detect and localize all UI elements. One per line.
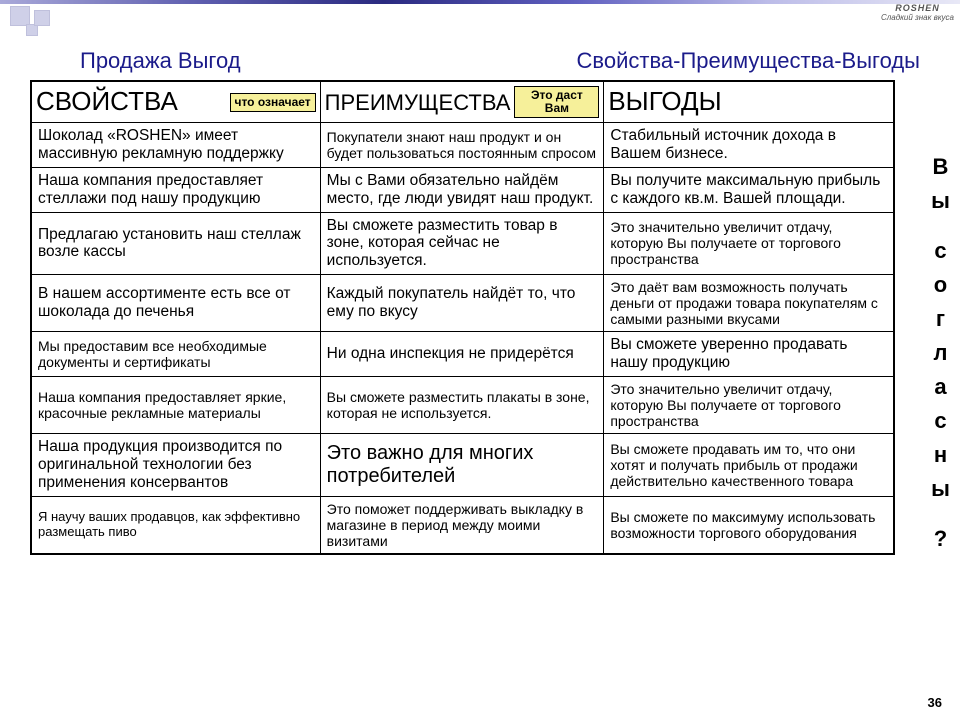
cell-c2: Это поможет поддерживать выкладку в мага… <box>321 497 605 553</box>
side-char: г <box>923 302 958 336</box>
side-char: В <box>923 150 958 184</box>
cell-c2: Вы сможете разместить товар в зоне, кото… <box>321 213 605 274</box>
col2-title: ПРЕИМУЩЕСТВА <box>325 90 511 115</box>
cell-c1: Наша компания предоставляет стеллажи под… <box>32 168 321 212</box>
table-row: Наша продукция производится по оригиналь… <box>32 433 893 495</box>
cell-c1: Я научу ваших продавцов, как эффективно … <box>32 497 321 553</box>
side-char <box>923 506 958 521</box>
cell-c3: Это значительно увеличит отдачу, которую… <box>604 213 893 274</box>
col-header-properties: СВОЙСТВА что означает <box>32 82 321 122</box>
side-char: о <box>923 268 958 302</box>
cell-c1: Мы предоставим все необходимые документы… <box>32 332 321 376</box>
cell-c3: Это значительно увеличит отдачу, которую… <box>604 377 893 433</box>
cell-c1: Предлагаю установить наш стеллаж возле к… <box>32 213 321 274</box>
brand-logo: ROSHEN Сладкий знак вкуса <box>881 4 954 23</box>
cell-c2: Покупатели знают наш продукт и он будет … <box>321 123 605 167</box>
cell-c2: Это важно для многих потребителей <box>321 434 605 495</box>
col3-title: ВЫГОДЫ <box>608 87 889 117</box>
cell-c2: Мы с Вами обязательно найдём место, где … <box>321 168 605 212</box>
side-char: с <box>923 234 958 268</box>
table-row: Мы предоставим все необходимые документы… <box>32 331 893 376</box>
side-char: с <box>923 404 958 438</box>
cell-c1: Наша продукция производится по оригиналь… <box>32 434 321 495</box>
cell-c2: Каждый покупатель найдёт то, что ему по … <box>321 275 605 331</box>
cell-c2: Вы сможете разместить плакаты в зоне, ко… <box>321 377 605 433</box>
side-char: а <box>923 370 958 404</box>
table-row: Наша компания предоставляет яркие, красо… <box>32 376 893 433</box>
deco-square <box>10 6 30 26</box>
table-row: Я научу ваших продавцов, как эффективно … <box>32 496 893 553</box>
cell-c3: Стабильный источник дохода в Вашем бизне… <box>604 123 893 167</box>
side-char: л <box>923 336 958 370</box>
side-question: Вы согласны ? <box>923 150 958 556</box>
col-header-advantages: ПРЕИМУЩЕСТВА Это даст Вам <box>321 82 605 122</box>
col1-title: СВОЙСТВА <box>36 87 178 117</box>
table-row: В нашем ассортименте есть все от шоколад… <box>32 274 893 331</box>
side-char <box>923 218 958 233</box>
col1-tag: что означает <box>230 93 316 112</box>
title-right: Свойства-Преимущества-Выгоды <box>577 48 920 74</box>
cell-c3: Это даёт вам возможность получать деньги… <box>604 275 893 331</box>
logo-sub: Сладкий знак вкуса <box>881 13 954 22</box>
cell-c3: Вы получите максимальную прибыль с каждо… <box>604 168 893 212</box>
table-row: Шоколад «ROSHEN» имеет массивную рекламн… <box>32 122 893 167</box>
cell-c1: Наша компания предоставляет яркие, красо… <box>32 377 321 433</box>
table-row: Наша компания предоставляет стеллажи под… <box>32 167 893 212</box>
cell-c1: Шоколад «ROSHEN» имеет массивную рекламн… <box>32 123 321 167</box>
table-row: Предлагаю установить наш стеллаж возле к… <box>32 212 893 274</box>
col-header-benefits: ВЫГОДЫ <box>604 82 893 122</box>
cell-c3: Вы сможете продавать им то, что они хотя… <box>604 434 893 495</box>
deco-square <box>34 10 50 26</box>
title-left: Продажа Выгод <box>80 48 241 74</box>
table-header-row: СВОЙСТВА что означает ПРЕИМУЩЕСТВА Это д… <box>32 82 893 122</box>
cell-c3: Вы сможете уверенно продавать нашу проду… <box>604 332 893 376</box>
side-char: ? <box>923 522 958 556</box>
gradient-strip <box>0 0 960 4</box>
benefits-table: СВОЙСТВА что означает ПРЕИМУЩЕСТВА Это д… <box>30 80 895 555</box>
cell-c3: Вы сможете по максимуму использовать воз… <box>604 497 893 553</box>
cell-c1: В нашем ассортименте есть все от шоколад… <box>32 275 321 331</box>
side-char: н <box>923 438 958 472</box>
slide-title-row: Продажа Выгод Свойства-Преимущества-Выго… <box>80 48 920 74</box>
page-number: 36 <box>928 695 942 710</box>
cell-c2: Ни одна инспекция не придерётся <box>321 332 605 376</box>
top-decoration <box>0 0 960 44</box>
col2-tag: Это даст Вам <box>514 86 599 118</box>
